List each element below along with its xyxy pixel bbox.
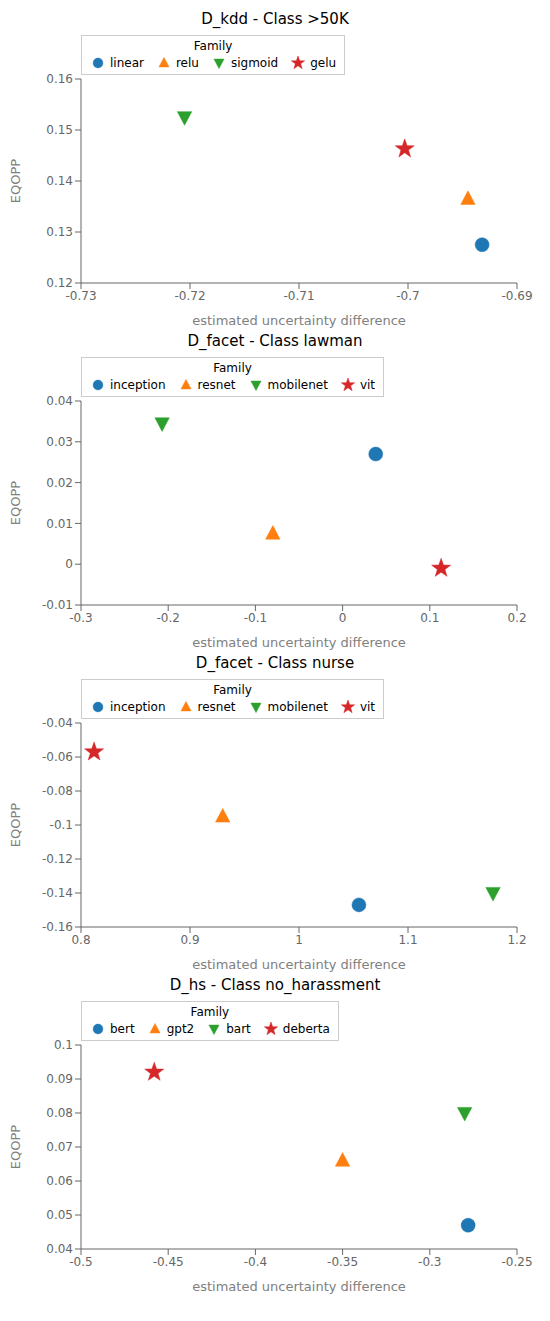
html-text:mobilenet: mobilenet <box>267 700 328 714</box>
html-text:D_facet - Class nurse: D_facet - Class nurse <box>195 654 355 672</box>
html-text:resnet: resnet <box>197 378 236 392</box>
svg-text:-0.35: -0.35 <box>327 1255 358 1269</box>
svg-text:estimated uncertainty differen: estimated uncertainty difference <box>192 957 406 972</box>
svg-text:0.09: 0.09 <box>46 1072 73 1086</box>
svg-text:-0.25: -0.25 <box>501 1255 532 1269</box>
html-text:resnet: resnet <box>197 700 236 714</box>
svg-text:-0.08: -0.08 <box>42 784 73 798</box>
html-text:D_facet - Class lawman: D_facet - Class lawman <box>187 332 363 350</box>
svg-text:EQOPP: EQOPP <box>8 481 23 526</box>
svg-text:1: 1 <box>295 933 303 947</box>
svg-text:-0.1: -0.1 <box>244 611 267 625</box>
svg-text:0.9: 0.9 <box>180 933 199 947</box>
svg-text:-0.73: -0.73 <box>65 289 96 303</box>
html-text:Family: Family <box>193 39 233 53</box>
html-text:relu: relu <box>176 56 199 70</box>
svg-text:-0.2: -0.2 <box>156 611 179 625</box>
svg-text:0.8: 0.8 <box>71 933 90 947</box>
svg-text:-0.06: -0.06 <box>42 750 73 764</box>
svg-text:0.2: 0.2 <box>507 611 526 625</box>
svg-text:-0.45: -0.45 <box>153 1255 184 1269</box>
svg-text:0.1: 0.1 <box>54 1038 73 1052</box>
svg-text:-0.7: -0.7 <box>396 289 419 303</box>
svg-text:0.07: 0.07 <box>46 1140 73 1154</box>
html-text:Family: Family <box>213 683 252 697</box>
svg-text:-0.16: -0.16 <box>42 920 73 934</box>
html-text:deberta: deberta <box>282 1022 330 1036</box>
svg-text:0.06: 0.06 <box>46 1174 73 1188</box>
svg-text:estimated uncertainty differen: estimated uncertainty difference <box>192 313 406 328</box>
svg-text:-0.4: -0.4 <box>244 1255 267 1269</box>
svg-text:0.01: 0.01 <box>46 517 73 531</box>
html-text:vit: vit <box>359 700 376 714</box>
html-text:sigmoid: sigmoid <box>231 56 279 70</box>
svg-text:estimated uncertainty differen: estimated uncertainty difference <box>192 1279 406 1294</box>
svg-text:-0.14: -0.14 <box>42 886 73 900</box>
svg-text:-0.3: -0.3 <box>69 611 92 625</box>
html-text:mobilenet: mobilenet <box>267 378 328 392</box>
svg-text:EQOPP: EQOPP <box>8 803 23 848</box>
svg-text:0.04: 0.04 <box>46 394 73 408</box>
html-text:inception: inception <box>110 700 166 714</box>
svg-text:-0.5: -0.5 <box>69 1255 92 1269</box>
svg-text:-0.69: -0.69 <box>501 289 532 303</box>
svg-text:0: 0 <box>65 557 73 571</box>
svg-text:0.1: 0.1 <box>420 611 439 625</box>
svg-text:0.13: 0.13 <box>46 225 73 239</box>
html-text:Family: Family <box>213 361 252 375</box>
svg-text:-0.1: -0.1 <box>50 818 73 832</box>
html-text:D_hs - Class no_harassment: D_hs - Class no_harassment <box>169 976 381 994</box>
svg-text:0.15: 0.15 <box>46 123 73 137</box>
html-text:Family: Family <box>190 1005 230 1019</box>
html-text:gpt2: gpt2 <box>166 1022 195 1036</box>
svg-text:EQOPP: EQOPP <box>8 159 23 204</box>
svg-text:-0.71: -0.71 <box>283 289 314 303</box>
svg-text:0.16: 0.16 <box>46 72 73 86</box>
svg-text:1.2: 1.2 <box>507 933 526 947</box>
svg-text:0.04: 0.04 <box>46 1242 73 1256</box>
svg-text:0.14: 0.14 <box>46 174 73 188</box>
svg-text:0.02: 0.02 <box>46 476 73 490</box>
svg-text:0.12: 0.12 <box>46 276 73 290</box>
svg-text:0.03: 0.03 <box>46 435 73 449</box>
svg-text:EQOPP: EQOPP <box>8 1125 23 1170</box>
svg-text:-0.3: -0.3 <box>418 1255 441 1269</box>
svg-text:-0.01: -0.01 <box>42 598 73 612</box>
html-text:bert: bert <box>110 1022 135 1036</box>
svg-text:0.08: 0.08 <box>46 1106 73 1120</box>
html-text:vit: vit <box>359 378 376 392</box>
svg-text:0.05: 0.05 <box>46 1208 73 1222</box>
svg-text:0: 0 <box>339 611 347 625</box>
svg-text:-0.04: -0.04 <box>42 716 73 730</box>
svg-text:-0.12: -0.12 <box>42 852 73 866</box>
svg-text:1.1: 1.1 <box>398 933 417 947</box>
html-text:bart: bart <box>226 1022 251 1036</box>
svg-text:-0.72: -0.72 <box>174 289 205 303</box>
svg-text:estimated uncertainty differen: estimated uncertainty difference <box>192 635 406 650</box>
html-text:inception: inception <box>110 378 166 392</box>
html-text:D_kdd - Class >50K: D_kdd - Class >50K <box>201 10 349 28</box>
html-text:linear: linear <box>110 56 144 70</box>
html-text:gelu: gelu <box>310 56 337 70</box>
